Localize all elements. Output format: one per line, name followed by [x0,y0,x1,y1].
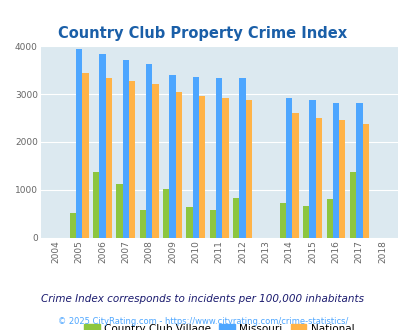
Bar [303,207,309,238]
Bar [349,172,355,238]
Bar [169,75,175,238]
Bar [338,120,345,238]
Bar [232,198,239,238]
Bar [222,98,228,238]
Bar [105,78,112,238]
Bar [152,84,158,238]
Bar [315,118,321,238]
Bar [70,213,76,238]
Bar [122,60,129,238]
Bar [292,113,298,238]
Bar [76,49,82,238]
Bar [215,78,222,238]
Bar [245,100,252,238]
Bar [198,96,205,238]
Text: Crime Index corresponds to incidents per 100,000 inhabitants: Crime Index corresponds to incidents per… [41,294,364,304]
Text: © 2025 CityRating.com - https://www.cityrating.com/crime-statistics/: © 2025 CityRating.com - https://www.city… [58,317,347,326]
Bar [309,100,315,238]
Bar [175,92,181,238]
Bar [163,189,169,238]
Bar [99,54,105,238]
Bar [279,203,286,238]
Bar [355,103,362,238]
Bar [82,74,88,238]
Bar [362,124,368,238]
Bar [192,77,198,238]
Bar [116,184,122,238]
Bar [332,103,338,238]
Bar [146,64,152,238]
Bar [139,210,146,238]
Bar [93,172,99,238]
Bar [186,208,192,238]
Bar [209,210,215,238]
Bar [129,81,135,238]
Bar [326,199,332,238]
Text: Country Club Property Crime Index: Country Club Property Crime Index [58,26,347,41]
Bar [239,78,245,238]
Legend: Country Club Village, Missouri, National: Country Club Village, Missouri, National [80,319,358,330]
Bar [286,98,292,238]
